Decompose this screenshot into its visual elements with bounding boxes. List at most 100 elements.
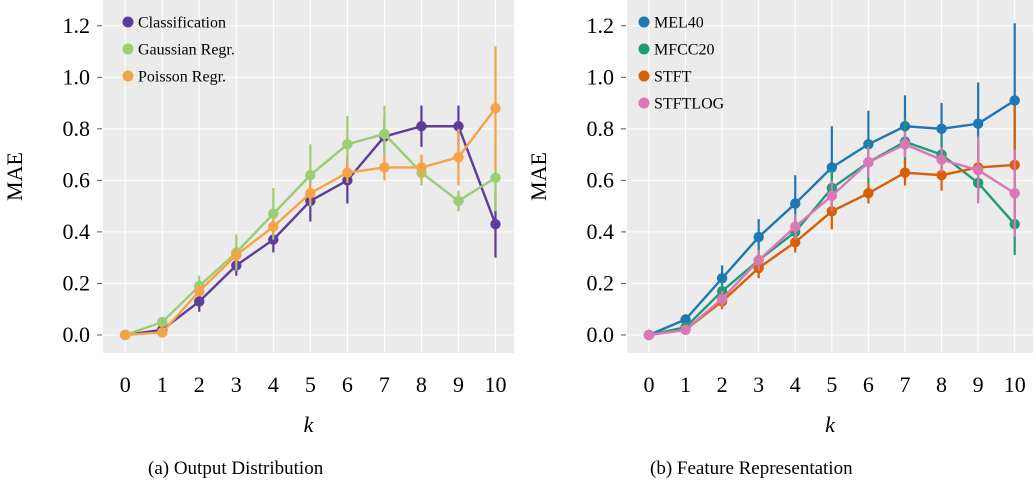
data-point bbox=[342, 167, 353, 178]
data-point bbox=[157, 316, 168, 328]
data-point bbox=[268, 221, 279, 232]
data-point bbox=[790, 221, 801, 232]
x-tick-label: 8 bbox=[936, 372, 947, 397]
x-tick-label: 2 bbox=[194, 372, 205, 397]
x-tick-label: 4 bbox=[268, 372, 279, 397]
data-point bbox=[342, 139, 353, 150]
legend-marker bbox=[122, 16, 134, 28]
legend: Classification Gaussian Regr. Poisson Regr… bbox=[122, 15, 235, 86]
x-tick-label: 1 bbox=[157, 372, 168, 397]
legend-marker bbox=[638, 97, 650, 109]
chart-feature-representation: 0 1 2 3 4 5 6 7 8 9 100.00.20.40.60.81.01.2kMAEMEL… bbox=[526, 0, 1033, 437]
data-point bbox=[453, 121, 464, 132]
x-tick-label: 5 bbox=[826, 372, 837, 397]
legend-label: STFTLOG bbox=[654, 96, 725, 113]
y-tick-label: 1.0 bbox=[587, 64, 615, 89]
x-axis-label: k bbox=[304, 412, 315, 437]
data-point bbox=[680, 314, 691, 325]
data-point bbox=[379, 128, 390, 140]
data-point bbox=[826, 162, 838, 173]
legend-label: STFT bbox=[654, 69, 692, 86]
data-point bbox=[899, 167, 911, 178]
data-point bbox=[716, 293, 728, 305]
series-poisson-regr bbox=[120, 46, 501, 341]
y-tick-label: 0.6 bbox=[587, 167, 615, 192]
data-point bbox=[305, 188, 316, 199]
legend-marker bbox=[638, 43, 650, 55]
data-point bbox=[863, 188, 874, 199]
y-tick-label: 0.0 bbox=[63, 322, 91, 347]
legend-marker bbox=[638, 16, 650, 28]
data-point bbox=[231, 249, 242, 261]
x-tick-label: 1 bbox=[680, 372, 691, 397]
data-point bbox=[490, 103, 501, 114]
chart-output-distribution: 0 1 2 3 4 5 6 7 8 9 10 0.0 0.2 0.4 0.6 0.8 1.0 1.2 k MAE Cla… bbox=[2, 0, 514, 437]
series-stftlog bbox=[643, 131, 1020, 341]
data-point bbox=[936, 170, 947, 181]
x-tick-label: 10 bbox=[484, 372, 506, 397]
x-tick-label: 3 bbox=[753, 372, 764, 397]
data-point bbox=[194, 296, 205, 307]
data-point bbox=[416, 121, 427, 132]
data-point bbox=[936, 154, 947, 165]
x-tick-label: 2 bbox=[717, 372, 728, 397]
legend-label: Gaussian Regr. bbox=[138, 42, 235, 59]
data-point bbox=[790, 237, 801, 248]
x-tick-label: 0 bbox=[120, 372, 131, 397]
x-tick-label: 6 bbox=[342, 372, 353, 397]
data-point bbox=[643, 329, 655, 341]
data-point bbox=[753, 255, 764, 266]
data-point bbox=[826, 190, 838, 202]
y-tick-label: 0.2 bbox=[587, 270, 615, 295]
data-point bbox=[453, 151, 464, 163]
legend-marker bbox=[638, 70, 650, 82]
plot-area bbox=[627, 0, 1033, 353]
data-point bbox=[753, 231, 764, 243]
data-point bbox=[453, 195, 464, 207]
legend-marker bbox=[122, 70, 134, 82]
x-tick-label: 0 bbox=[643, 372, 654, 397]
y-tick-label: 0.8 bbox=[63, 116, 91, 141]
y-tick-label: 0.4 bbox=[587, 219, 615, 244]
data-point bbox=[490, 218, 501, 230]
data-point bbox=[680, 324, 691, 336]
x-tick-label: 5 bbox=[305, 372, 316, 397]
data-point bbox=[899, 139, 911, 150]
x-axis-label: k bbox=[825, 412, 836, 437]
legend-label: Classification bbox=[138, 15, 226, 32]
caption-b: (b) Feature Representation bbox=[650, 458, 853, 479]
x-tick-label: 9 bbox=[453, 372, 464, 397]
y-tick-label: 1.2 bbox=[63, 13, 91, 38]
x-tick-label: 8 bbox=[416, 372, 427, 397]
y-tick-label: 0.8 bbox=[587, 116, 615, 141]
y-tick-label: 1.2 bbox=[587, 13, 615, 38]
data-point bbox=[416, 162, 427, 173]
data-point bbox=[972, 118, 984, 129]
x-tick-label: 4 bbox=[790, 372, 801, 397]
y-tick-label: 0.6 bbox=[63, 167, 91, 192]
data-point bbox=[379, 162, 390, 173]
x-tick-label: 3 bbox=[231, 372, 242, 397]
data-point bbox=[863, 157, 874, 168]
y-tick-label: 0.2 bbox=[63, 270, 91, 295]
data-point bbox=[157, 327, 168, 338]
y-axis-label: MAE bbox=[2, 152, 27, 201]
x-tick-label: 7 bbox=[899, 372, 910, 397]
x-tick-label: 10 bbox=[1004, 372, 1026, 397]
data-point bbox=[790, 198, 801, 209]
x-tick-label: 9 bbox=[973, 372, 984, 397]
data-point bbox=[936, 123, 947, 135]
caption-a: (a) Output Distribution bbox=[148, 458, 324, 479]
data-point bbox=[268, 208, 279, 220]
legend: MEL40 MFCC20 STFT STFTLOG bbox=[638, 15, 725, 113]
data-point bbox=[305, 170, 316, 181]
x-tick-label: 7 bbox=[379, 372, 390, 397]
y-tick-label: 0.0 bbox=[587, 322, 615, 347]
data-point bbox=[194, 285, 205, 297]
y-tick-label: 1.0 bbox=[63, 64, 91, 89]
data-point bbox=[1009, 95, 1020, 106]
x-tick-label: 6 bbox=[863, 372, 874, 397]
y-tick-label: 0.4 bbox=[63, 219, 91, 244]
y-axis-label: MAE bbox=[526, 152, 551, 201]
data-point bbox=[490, 172, 501, 183]
